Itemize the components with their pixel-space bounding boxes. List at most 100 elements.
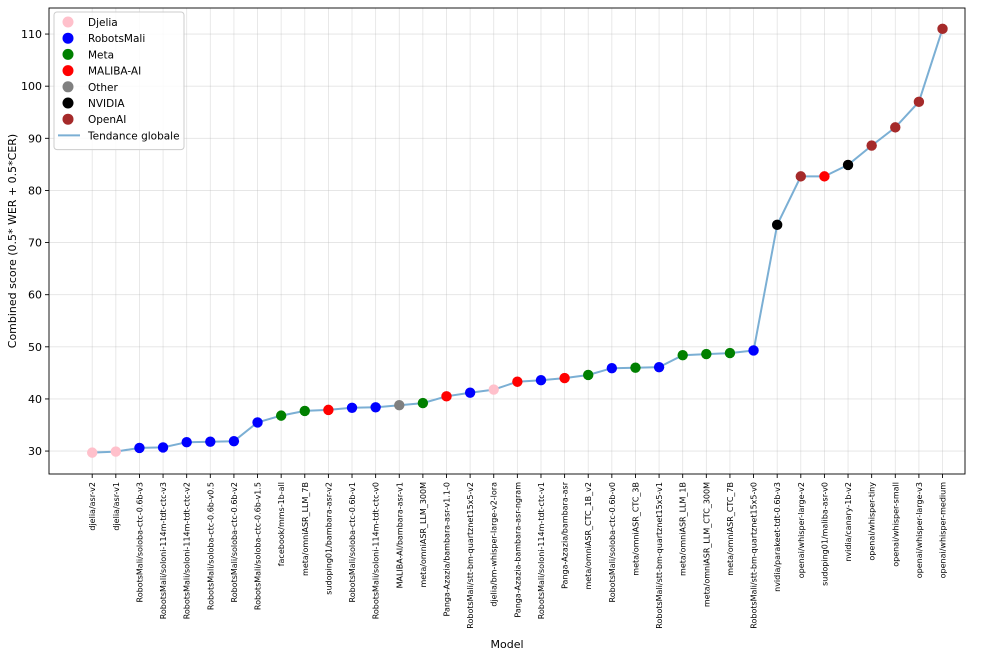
y-tick-label: 40 <box>28 393 42 406</box>
legend-marker <box>62 16 74 28</box>
legend: Djelia RobotsMali Meta MALIBA-AI Other NVIDIA… <box>53 11 185 151</box>
y-axis-ticks: 30 40 50 60 70 80 90 100 110 <box>21 28 49 458</box>
data-point <box>157 442 169 453</box>
x-tick-label: Panga-Azazia/bambara-asr <box>561 481 570 589</box>
legend-label: NVIDIA <box>88 98 125 110</box>
data-point <box>134 442 145 454</box>
data-point <box>205 436 216 447</box>
x-tick-label: djelia/bm-whisper-large-v2-lora <box>490 482 499 607</box>
data-point <box>795 171 806 182</box>
x-tick-label: sudoping01/maliba-asr-v0 <box>820 482 829 586</box>
legend-label: RobotsMali <box>88 33 145 45</box>
x-tick-label: meta/omniASR_CTC_7B <box>726 482 735 576</box>
x-tick-label: openai/whisper-medium <box>939 482 948 579</box>
data-point <box>937 23 948 35</box>
x-tick-label: openai/whisper-large-v3 <box>915 482 924 578</box>
x-tick-label: RobotsMali/soloba-ctc-0.6b-v0.5 <box>206 482 215 610</box>
data-point <box>866 140 877 151</box>
x-tick-label: facebook/mms-1b-all <box>277 482 286 566</box>
x-tick-label: openai/whisper-small <box>891 482 900 567</box>
data-point <box>488 384 499 395</box>
y-tick-label: 80 <box>28 184 42 197</box>
data-point <box>252 417 263 428</box>
y-tick-label: 50 <box>28 341 42 354</box>
x-tick-label: meta/omniASR_CTC_3B <box>631 482 640 576</box>
legend-label: MALIBA-AI <box>88 66 141 78</box>
x-tick-label: openai/whisper-large-v2 <box>797 482 806 578</box>
data-point <box>842 159 854 171</box>
x-tick-label: meta/omniASR_LLM_7B <box>301 482 310 576</box>
data-point <box>771 219 783 231</box>
data-point <box>701 348 712 360</box>
x-tick-label: RobotsMali/soloba-ctc-0.6b-v2 <box>230 482 239 602</box>
y-tick-label: 60 <box>28 289 42 302</box>
data-point <box>535 374 547 386</box>
data-point <box>583 369 594 381</box>
x-tick-label: Panga-Azazia-bambara-asr-ngram <box>513 482 522 618</box>
data-point <box>748 345 759 356</box>
x-tick-label: meta/omniASR_LLM_300M <box>419 482 428 588</box>
data-point <box>606 362 618 374</box>
legend-label: OpenAI <box>88 114 126 126</box>
x-tick-label: RobotsMali/soloni-114m-tdt-ctc-v1 <box>537 482 546 619</box>
legend-label: Other <box>88 82 118 94</box>
legend-label: Djelia <box>88 17 118 29</box>
x-tick-label: sudoping01/bambara-asr-v2 <box>324 482 333 595</box>
data-point <box>630 362 641 373</box>
y-tick-label: 100 <box>21 80 42 93</box>
y-tick-label: 110 <box>21 28 42 41</box>
data-point <box>677 349 688 361</box>
data-point <box>87 447 98 458</box>
data-point <box>890 122 901 133</box>
legend-marker <box>62 97 74 109</box>
x-tick-label: meta/omniASR_CTC_1B_v2 <box>584 482 593 590</box>
data-point <box>913 96 925 108</box>
x-tick-label: nvidia/parakeet-tdt-0.6b-v3 <box>773 482 782 592</box>
x-tick-label: RobotsMali/stt-bm-quartznet15x5-v0 <box>750 482 759 629</box>
legend-marker <box>62 48 74 60</box>
legend-label: Meta <box>88 49 114 61</box>
legend-marker <box>62 113 74 125</box>
data-point <box>512 376 523 387</box>
data-point <box>181 437 192 448</box>
data-point <box>464 387 476 398</box>
data-point <box>559 372 570 384</box>
axes <box>48 7 966 475</box>
x-tick-label: RobotsMali/soloba-ctc-0.6b-v0 <box>608 482 617 602</box>
legend-marker <box>62 32 74 44</box>
x-axis-label: Model <box>490 638 523 651</box>
data-points <box>87 23 948 458</box>
plot-frame <box>48 7 966 475</box>
data-point <box>299 405 310 417</box>
data-point <box>653 361 665 373</box>
data-point <box>819 171 830 182</box>
legend-box <box>53 11 185 151</box>
data-point <box>323 404 334 416</box>
data-point <box>724 347 736 359</box>
x-tick-label: meta/omniASR_LLM_1B <box>679 482 688 576</box>
x-tick-label: MALIBA-AI/bambara-asr-v1 <box>395 482 404 588</box>
x-tick-label: RobotsMali/stt-bm-quartznet15x5-v2 <box>466 482 475 629</box>
x-tick-label: RobotsMali/soloba-ctc-0.6b-v1.5 <box>254 482 263 610</box>
x-tick-label: RobotsMali/soloni-114m-tdt-ctc-v2 <box>183 482 192 619</box>
x-tick-label: Panga-Azazia/bambara-asr-v1.1-0 <box>443 482 452 617</box>
y-tick-label: 90 <box>28 132 42 145</box>
x-axis-ticks: djelia/asr-v2 djelia/asr-v1 RobotsMali/sol… <box>88 474 948 629</box>
data-point <box>370 402 381 413</box>
x-tick-label: RobotsMali/stt-bm-quartznet15x5-v1 <box>655 482 664 629</box>
data-point <box>394 399 405 411</box>
x-tick-label: openai/whisper-tiny <box>868 482 877 561</box>
x-tick-label: RobotsMali/soloba-ctc-0.6b-v1 <box>348 482 357 602</box>
data-point <box>275 410 287 421</box>
grid <box>49 8 965 474</box>
y-tick-label: 30 <box>28 445 42 458</box>
legend-label: Tendance globale <box>87 130 180 142</box>
data-point <box>346 402 358 414</box>
x-tick-label: RobotsMali/soloni-114m-tdt-ctc-v0 <box>372 482 381 619</box>
x-tick-label: RobotsMali/soloni-114m-tdt-ctc-v3 <box>159 482 168 619</box>
x-tick-label: RobotsMali/soloba-ctc-0.6b-v3 <box>135 482 144 602</box>
x-tick-label: djelia/asr-v1 <box>112 482 121 531</box>
data-point <box>110 446 122 457</box>
data-point <box>228 435 240 447</box>
